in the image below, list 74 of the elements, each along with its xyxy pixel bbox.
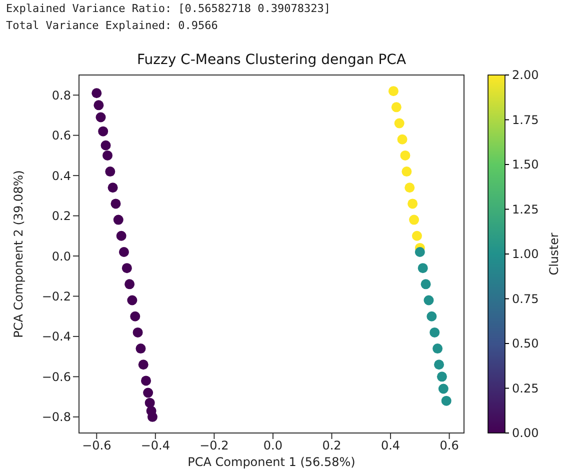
color-bar-label: 1.00 [512,247,539,261]
point [402,166,412,177]
point [438,384,448,394]
x-tick-label: 0.4 [380,438,400,453]
point [105,166,116,177]
color-bar-label: 1.75 [512,112,539,127]
point [113,214,124,225]
x-tick-label: −0.6 [82,438,112,453]
y-tick-label: −0.4 [42,330,71,344]
point [404,182,415,193]
point [92,88,102,98]
color-bar-label: 2.00 [512,68,539,82]
point [110,198,121,209]
point [397,134,408,144]
point [124,279,135,290]
y-tick-label: −0.6 [42,370,71,384]
point [432,344,443,354]
point [409,214,420,225]
point [132,327,143,338]
color-bar-label: 0.50 [512,336,539,350]
y-tick-label: −0.8 [42,410,71,424]
x-tick-label: 0.6 [440,438,459,453]
y-tick-label: 0.0 [52,249,71,264]
x-tick-label: −0.2 [200,438,229,453]
point [418,263,428,274]
point [147,412,158,422]
y-tick-label: 0.8 [52,88,71,102]
point [141,376,152,386]
point [138,360,148,370]
y-tick-label: −0.2 [42,289,71,304]
point [94,100,104,110]
point [127,295,138,306]
point [100,140,111,150]
point [441,396,452,406]
color-bar-label: 1.50 [512,158,539,172]
point [408,198,418,209]
point [400,150,410,160]
point [434,360,444,370]
point [426,311,437,322]
color-bar-label: 0.75 [512,292,539,306]
text: Explained Variance Ratio: [0.56582718 0.39078323] [6,2,331,15]
color-bar-label: 1.25 [512,202,539,216]
point [116,230,126,241]
point [424,295,434,306]
color-bar-label: 0.00 [512,426,539,440]
color-bar-title: Cluster [547,232,561,276]
chart-title: Fuzzy C-Means Clustering dengan PCA [136,52,408,68]
point [420,279,431,290]
point [436,372,447,382]
point [108,182,118,193]
y-tick-label: 0.2 [52,209,71,224]
text: Total Variance Explained: 0.9566 [6,19,218,32]
point [143,388,154,398]
point [130,311,140,322]
point [98,126,108,136]
y-axis-title: PCA Component 2 (39.08%) [11,170,26,338]
color-bar-label: 0.25 [512,381,539,396]
y-tick-label: 0.6 [52,128,71,143]
x-tick-label: 0.2 [322,438,342,453]
x-tick-label: −0.4 [140,438,170,453]
point [122,263,132,274]
point [414,246,425,257]
point [118,246,129,257]
point [96,112,106,122]
y-tick-label: 0.4 [52,168,71,183]
point [102,150,113,160]
point [136,344,146,354]
point [391,102,402,112]
point [394,118,404,128]
point [388,86,398,96]
x-axis-title: PCA Component 1 (56.58%) [186,455,356,469]
point [430,327,440,338]
x-tick-label: 0.0 [263,438,283,453]
point [412,230,422,241]
